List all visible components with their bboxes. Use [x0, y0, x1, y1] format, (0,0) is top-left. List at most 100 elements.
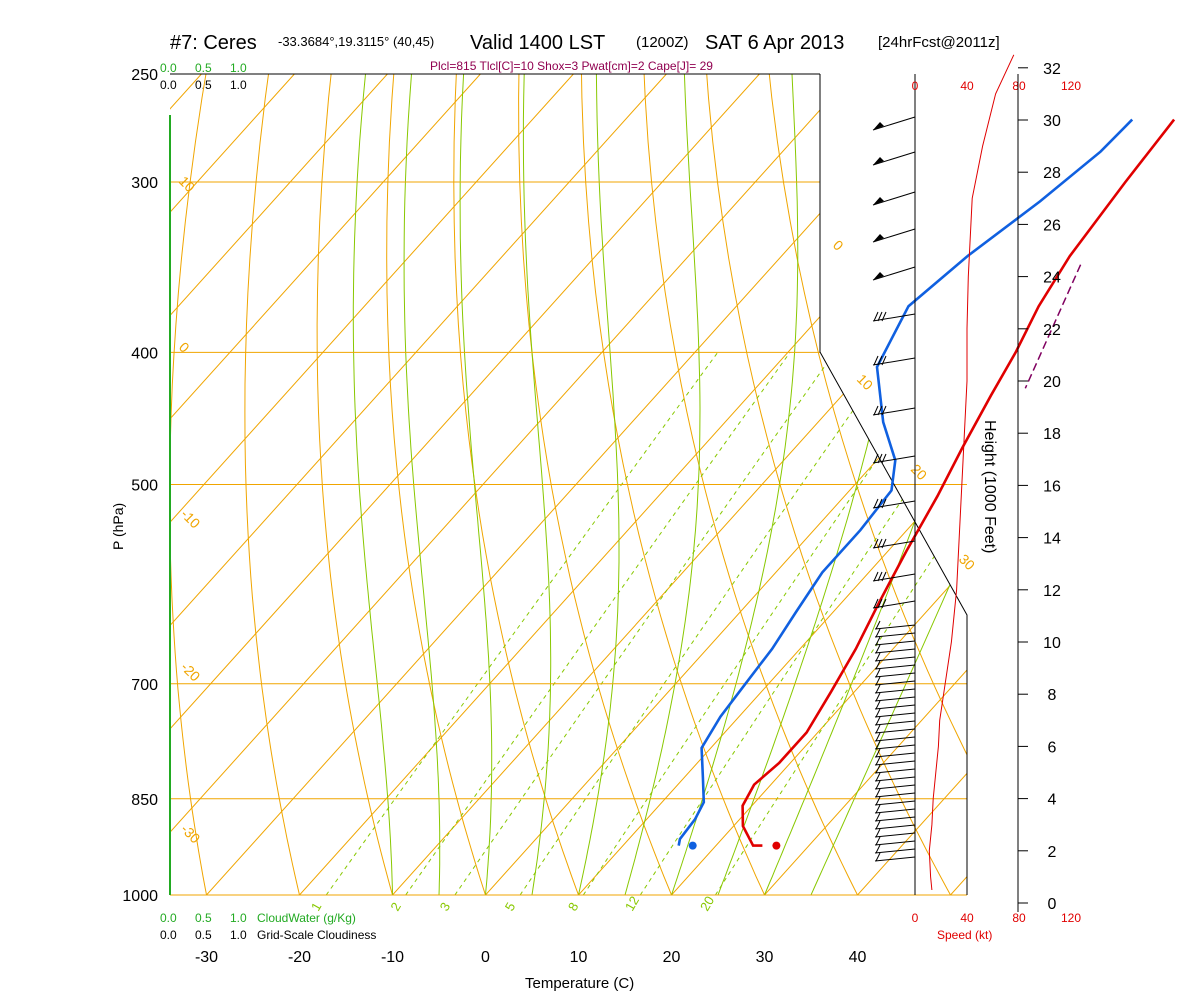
cloudiness-legend-label: Grid-Scale Cloudiness: [257, 928, 376, 942]
isotherm-value-label: -30: [178, 821, 204, 847]
isotherm-value-label: 20: [908, 461, 930, 483]
height-tick-label: 18: [1043, 426, 1061, 443]
wind-barb-staff: [874, 784, 916, 790]
moist-adiabat-line: [624, 74, 701, 895]
height-tick-label: 12: [1043, 583, 1061, 600]
speed-bottom-tick-label: 120: [1061, 911, 1081, 925]
wind-barb-staff: [874, 800, 916, 806]
height-tick-label: 24: [1043, 270, 1061, 287]
top-water-tick: 0.0: [160, 61, 177, 75]
x-tick-label: 10: [570, 949, 588, 966]
wind-barb-feather: [873, 538, 879, 549]
wind-barb-staff: [874, 848, 916, 854]
wind-barb-feather: [873, 571, 879, 582]
wind-barb-feather: [881, 498, 887, 509]
wind-barb-feather: [875, 756, 881, 766]
wind-barb-staff: [874, 760, 916, 766]
wind-barb-feather: [875, 820, 881, 830]
mixing-ratio-value-label: 12: [622, 893, 642, 913]
wind-barb-pennant: [873, 272, 884, 280]
temperature-profile: [741, 118, 1176, 847]
wind-barb-staff: [872, 573, 916, 582]
speed-axis-label: Speed (kt): [937, 928, 992, 942]
x-axis-ticks: -30 -20 -10 0 10 20 30 40: [195, 949, 867, 966]
forecast-label: [24hrFcst@2011z]: [878, 34, 1000, 51]
pressure-tick-label: 700: [131, 677, 158, 694]
bottom-grid-tick: 0.5: [195, 928, 212, 942]
bottom-water-tick: 0.0: [160, 911, 177, 925]
wind-barb-feather: [875, 764, 881, 774]
wind-barb-staff: [874, 632, 916, 638]
height-tick-label: 32: [1043, 61, 1061, 78]
isotherm-value-label: 0: [176, 339, 193, 356]
wind-barb-feather: [875, 660, 881, 670]
bottom-water-tick: 1.0: [230, 911, 247, 925]
bottom-legend: 0.0 0.5 1.0 CloudWater (g/Kg) 0.0 0.5 1.…: [160, 911, 376, 942]
wind-barb-staff: [874, 688, 916, 694]
pressure-tick-label: 300: [131, 175, 158, 192]
wind-barb-staff: [872, 357, 916, 366]
wind-barb-staff: [872, 116, 916, 131]
pressure-tick-label: 500: [131, 478, 158, 495]
height-tick-label: 22: [1043, 322, 1061, 339]
speed-bottom-tick-label: 40: [960, 911, 974, 925]
wind-barb-feather: [877, 598, 883, 609]
sounding-profiles: [677, 118, 1176, 850]
wind-barb-staff: [872, 151, 916, 166]
wind-barb-staff: [874, 704, 916, 710]
moist-adiabat-line: [522, 74, 552, 895]
stability-indices: Plcl=815 Tlcl[C]=10 Shox=3 Pwat[cm]=2 Ca…: [430, 59, 713, 73]
dry-adiabat-line: [386, 74, 496, 895]
isotherm-value-label: 30: [956, 551, 978, 573]
pressure-tick-label: 1000: [122, 888, 158, 905]
wind-barb-staff: [874, 736, 916, 742]
wind-barbs: [872, 116, 916, 862]
x-tick-label: 30: [756, 949, 774, 966]
wind-barb-feather: [875, 740, 881, 750]
wind-barb-feather: [875, 692, 881, 702]
wind-barb-feather: [875, 836, 881, 846]
height-tick-label: 2: [1048, 844, 1057, 861]
mixing-ratio-line: [325, 352, 719, 895]
wind-barb-staff: [872, 313, 916, 322]
wind-barb-feather: [873, 355, 879, 366]
wind-barb-feather: [881, 538, 887, 549]
speed-bottom-tick-label: 80: [1012, 911, 1026, 925]
top-cloudwater-scale: 0.0 0.5 1.0: [160, 61, 247, 75]
mixing-ratio-value-label: 20: [697, 893, 717, 913]
x-axis-label: Temperature (C): [525, 975, 634, 992]
wind-barb-feather: [875, 772, 881, 782]
wind-barb-feather: [875, 628, 881, 638]
wind-barb-feather: [877, 538, 883, 549]
wind-barb-staff: [874, 656, 916, 662]
wind-barb-feather: [873, 453, 879, 464]
dry-adiabat-line: [766, 74, 967, 895]
wind-barb-feather: [881, 598, 887, 609]
wind-barb-feather: [875, 636, 881, 646]
wind-barb-feather: [877, 355, 883, 366]
height-tick-label: 14: [1043, 531, 1061, 548]
cloudwater-legend-label: CloudWater (g/Kg): [257, 911, 356, 925]
wind-barb-staff: [874, 664, 916, 670]
wind-barb-staff: [874, 816, 916, 822]
moist-adiabat-line: [352, 74, 393, 895]
dry-adiabat-line: [453, 74, 590, 895]
moist-adiabat-lines: [352, 74, 967, 895]
bottom-grid-tick: 0.0: [160, 928, 177, 942]
wind-barb-feather: [873, 311, 879, 322]
wind-barb-staff: [874, 824, 916, 830]
wind-barb-staff: [872, 191, 916, 206]
wind-barb-feather: [875, 732, 881, 742]
dry-adiabat-line: [580, 74, 779, 895]
wind-barb-feather: [881, 355, 887, 366]
wind-barb-feather: [875, 812, 881, 822]
wind-barb-staff: [874, 712, 916, 718]
isotherm-line: [0, 74, 15, 895]
x-tick-label: -30: [195, 949, 218, 966]
wind-barb-staff: [872, 500, 916, 509]
valid-date: SAT 6 Apr 2013: [705, 32, 844, 54]
wind-barb-feather: [875, 852, 881, 862]
wind-barb-staff: [874, 744, 916, 750]
wind-barb-feather: [881, 405, 887, 416]
